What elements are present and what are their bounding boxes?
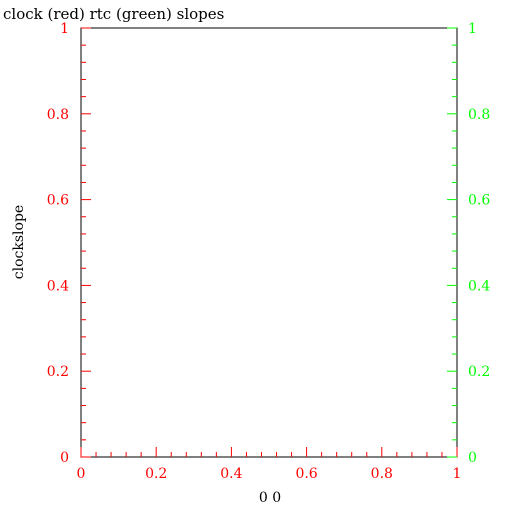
y-tick-label: 0.2 (47, 364, 69, 380)
x-tick-label: 0.4 (220, 466, 242, 482)
x-tick-label: 0.6 (295, 466, 317, 482)
y2-tick-label: 0.2 (468, 364, 490, 380)
y2-axis-ticks: 0 0.2 0.4 0.6 0.8 1 (447, 21, 490, 466)
y2-tick-label: 0 (468, 450, 477, 466)
y-tick-label: 0.6 (47, 193, 69, 209)
y-tick-label: 0.4 (47, 278, 69, 294)
chart-title: clock (red) rtc (green) slopes (3, 5, 224, 23)
y-tick-label: 1 (60, 21, 69, 37)
x-axis-label: 0 0 (259, 490, 281, 506)
y-tick-label: 0.8 (47, 107, 69, 123)
y-axis-ticks: 0 0.2 0.4 0.6 0.8 1 (47, 21, 91, 466)
y2-tick-label: 0.6 (468, 193, 490, 209)
y-axis-label: clockslope (11, 205, 27, 279)
x-axis-ticks: 0 0.2 0.4 0.6 0.8 1 (77, 447, 462, 482)
x-tick-label: 0.2 (145, 466, 167, 482)
x-tick-label: 0.8 (371, 466, 393, 482)
x-tick-label: 0 (77, 466, 86, 482)
y-tick-label: 0 (60, 450, 69, 466)
x-tick-label: 1 (453, 466, 462, 482)
y2-tick-label: 0.8 (468, 107, 490, 123)
plot-frame (80, 27, 458, 458)
y2-tick-label: 0.4 (468, 278, 490, 294)
y2-tick-label: 1 (468, 21, 477, 37)
